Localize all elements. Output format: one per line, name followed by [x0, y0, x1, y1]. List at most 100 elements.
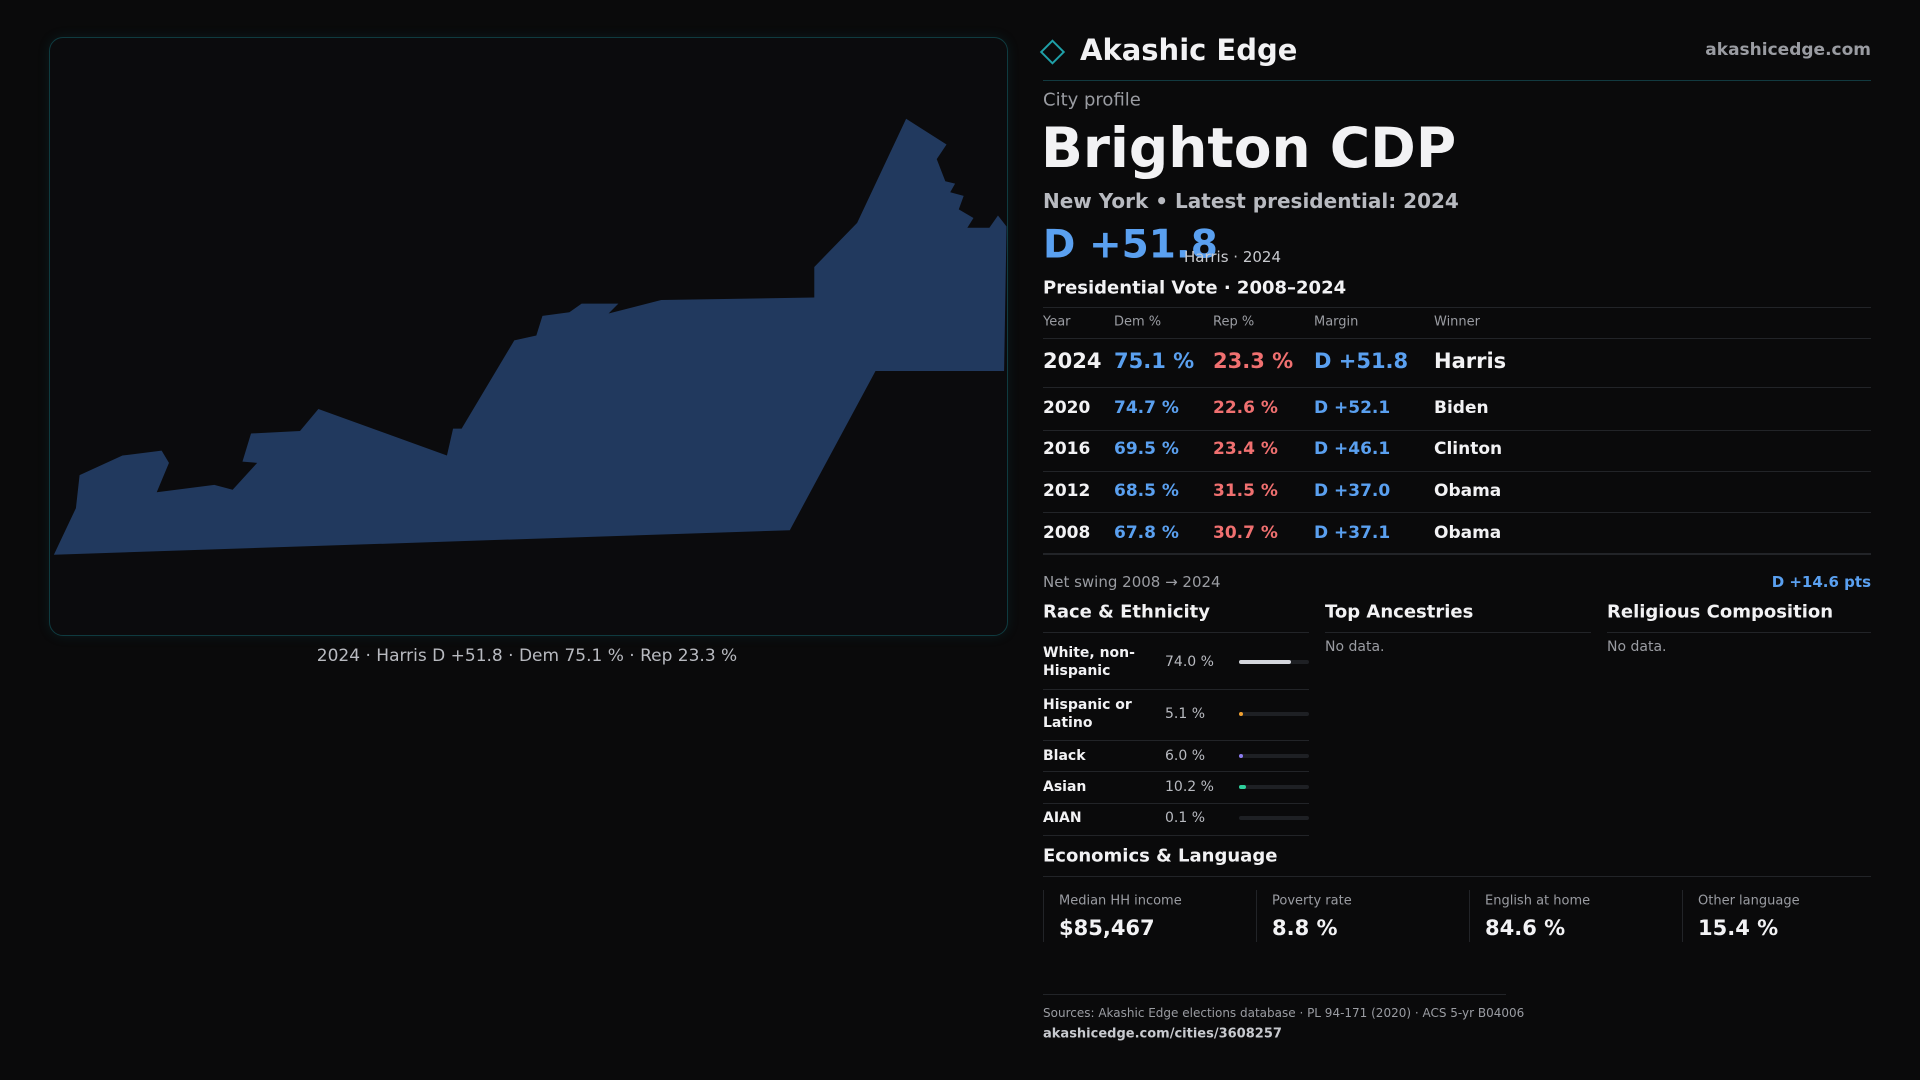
brand-icon: [1039, 39, 1066, 65]
section-title: Economics & Language: [1043, 845, 1278, 867]
stat-value: 15.4 %: [1698, 916, 1779, 940]
race-bar: [1239, 785, 1247, 789]
table-cell: 69.5 %: [1114, 439, 1179, 459]
divider: [1043, 994, 1506, 995]
divider: [1043, 740, 1309, 741]
divider: [1043, 632, 1309, 633]
stat-border: [1043, 890, 1044, 942]
table-cell: D +37.1: [1314, 523, 1391, 543]
race-pct: 74.0 %: [1165, 654, 1214, 670]
divider: [1043, 471, 1871, 472]
table-cell: D +46.1: [1314, 439, 1391, 459]
stat-label: English at home: [1485, 893, 1591, 909]
race-bar: [1239, 712, 1243, 716]
table-cell: 23.3 %: [1213, 349, 1294, 373]
divider: [1043, 338, 1871, 339]
divider: [1043, 835, 1309, 836]
bar-track: [1239, 816, 1309, 820]
race-group: White, non-Hispanic: [1043, 645, 1135, 679]
map-caption: 2024 · Harris D +51.8 · Dem 75.1 % · Rep…: [316, 646, 738, 666]
race-group: Asian: [1043, 779, 1087, 795]
table-cell: D +51.8: [1314, 349, 1409, 373]
state: New York: [1043, 189, 1149, 213]
table-cell: 74.7 %: [1114, 398, 1179, 418]
table-cell: 67.8 %: [1114, 523, 1179, 543]
latest: • Latest presidential: 2024: [1155, 189, 1459, 213]
table-cell: D +37.0: [1314, 481, 1391, 501]
table-cell: Biden: [1434, 398, 1489, 418]
race-pct: 5.1 %: [1165, 706, 1206, 722]
margin-note: Harris · 2024: [1184, 248, 1282, 266]
stat-border: [1256, 890, 1257, 942]
no-data: No data.: [1607, 639, 1667, 655]
stat-label: Median HH income: [1059, 893, 1182, 909]
headline-margin: D +51.8: [1043, 222, 1218, 268]
kicker: City profile: [1043, 89, 1141, 111]
divider: [1043, 307, 1871, 308]
table-cell: 68.5 %: [1114, 481, 1179, 501]
divider: [1325, 632, 1591, 633]
divider: [1043, 771, 1309, 772]
race-pct: 0.1 %: [1165, 810, 1206, 826]
column-header: Dem %: [1114, 314, 1162, 330]
divider: [1043, 689, 1309, 690]
column-header: Winner: [1434, 314, 1481, 330]
column-header: Rep %: [1213, 314, 1255, 330]
race-group: Hispanic or Latino: [1043, 697, 1132, 731]
table-cell: 30.7 %: [1213, 523, 1278, 543]
column-header: Margin: [1314, 314, 1359, 330]
table-title: Presidential Vote · 2008–2024: [1043, 277, 1347, 299]
table-cell: 2024: [1043, 349, 1102, 373]
stat-value: 8.8 %: [1272, 916, 1338, 940]
table-cell: Obama: [1434, 481, 1502, 501]
divider: [1043, 430, 1871, 431]
table-cell: Obama: [1434, 523, 1502, 543]
city-title: Brighton CDP: [1041, 116, 1457, 180]
divider: [1043, 553, 1871, 555]
city-shape: [53, 118, 1007, 555]
race-group: AIAN: [1043, 810, 1082, 826]
stat-label: Other language: [1698, 893, 1800, 909]
stat-label: Poverty rate: [1272, 893, 1352, 909]
bar-track: [1239, 712, 1309, 716]
table-cell: 2016: [1043, 439, 1091, 459]
divider: [1043, 512, 1871, 513]
table-cell: 2020: [1043, 398, 1091, 418]
stat-border: [1682, 890, 1683, 942]
divider: [1043, 803, 1309, 804]
race-bar: [1239, 660, 1291, 664]
stat-value: $85,467: [1059, 916, 1155, 940]
divider: [1043, 387, 1871, 388]
table-cell: 31.5 %: [1213, 481, 1278, 501]
swing-label: Net swing 2008 → 2024: [1043, 573, 1221, 591]
divider: [1043, 876, 1871, 877]
subtitle: New York • Latest presidential: 2024: [1043, 189, 1459, 213]
site[interactable]: akashicedge.com: [1705, 40, 1871, 60]
table-cell: Clinton: [1434, 439, 1503, 459]
table-cell: 2008: [1043, 523, 1091, 543]
race-pct: 6.0 %: [1165, 748, 1206, 764]
swing-value: D +14.6 pts: [1771, 573, 1871, 591]
stat-border: [1469, 890, 1470, 942]
section-title: Religious Composition: [1607, 601, 1834, 623]
table-cell: 22.6 %: [1213, 398, 1278, 418]
bar-track: [1239, 754, 1309, 758]
divider: [1043, 80, 1871, 81]
race-pct: 10.2 %: [1165, 779, 1214, 795]
no-data: No data.: [1325, 639, 1385, 655]
column-header: Year: [1043, 314, 1071, 330]
divider: [1607, 632, 1871, 633]
race-group: Black: [1043, 748, 1086, 764]
brand: Akashic Edge: [1080, 33, 1298, 67]
page-url[interactable]: akashicedge.com/cities/3608257: [1043, 1026, 1282, 1042]
table-cell: Harris: [1434, 349, 1507, 373]
stat-value: 84.6 %: [1485, 916, 1566, 940]
table-cell: 75.1 %: [1114, 349, 1195, 373]
section-title: Race & Ethnicity: [1043, 601, 1210, 623]
table-cell: 23.4 %: [1213, 439, 1278, 459]
table-cell: D +52.1: [1314, 398, 1391, 418]
bar-track: [1239, 785, 1309, 789]
section-title: Top Ancestries: [1325, 601, 1474, 623]
